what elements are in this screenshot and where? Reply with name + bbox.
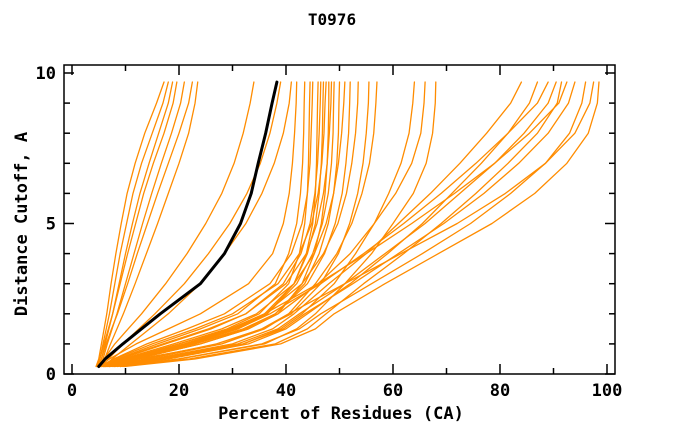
model-curve-11: [98, 81, 298, 368]
model-curve-25: [103, 81, 359, 368]
model-curve-5: [99, 81, 186, 368]
x-tick-label: 60: [383, 381, 403, 401]
model-curve-4: [95, 81, 178, 368]
model-curve-24: [106, 81, 351, 368]
model-curve-38: [119, 81, 587, 368]
y-tick-label: 10: [36, 64, 56, 84]
model-curve-35: [122, 81, 563, 368]
model-curve-23: [102, 81, 346, 368]
model-curve-28: [114, 81, 416, 368]
model-curve-21: [105, 81, 335, 368]
model-curve-40: [123, 81, 600, 368]
tick-label-layer: 0 20 40 60 80 100 0 5 10: [36, 64, 623, 401]
tick-layer: [64, 65, 615, 375]
x-tick-label: 20: [169, 381, 189, 401]
x-tick-label: 40: [276, 381, 296, 401]
model-curve-12: [100, 81, 306, 368]
y-axis-label: Distance Cutoff, A: [12, 132, 32, 316]
model-curve-14: [99, 81, 314, 368]
model-curve-8: [98, 81, 255, 368]
reference-curve: [97, 80, 279, 368]
model-curve-27: [108, 81, 378, 368]
model-curve-3: [98, 81, 174, 368]
x-axis-label: Percent of Residues (CA): [218, 404, 464, 424]
model-curve-18: [100, 81, 327, 368]
model-curve-16: [102, 81, 322, 368]
model-curve-39: [108, 81, 595, 368]
model-curve-20: [101, 81, 333, 368]
curve-layer: [95, 80, 600, 368]
chart-title: T0976: [308, 10, 356, 29]
model-curve-7: [100, 81, 199, 368]
x-tick-label: 80: [490, 381, 510, 401]
model-curve-37: [114, 81, 576, 368]
model-curve-33: [104, 81, 549, 368]
model-curve-22: [107, 81, 341, 368]
x-tick-label: 100: [592, 381, 623, 401]
y-tick-label: 0: [46, 365, 56, 385]
model-curve-34: [113, 81, 557, 368]
model-curve-30: [119, 81, 437, 368]
model-curve-2: [96, 81, 169, 368]
y-tick-label: 5: [46, 215, 56, 235]
model-curve-36: [103, 81, 568, 368]
model-curve-6: [97, 81, 194, 368]
model-curve-29: [106, 81, 426, 368]
model-curve-1: [95, 81, 165, 368]
x-tick-label: 0: [67, 381, 77, 401]
